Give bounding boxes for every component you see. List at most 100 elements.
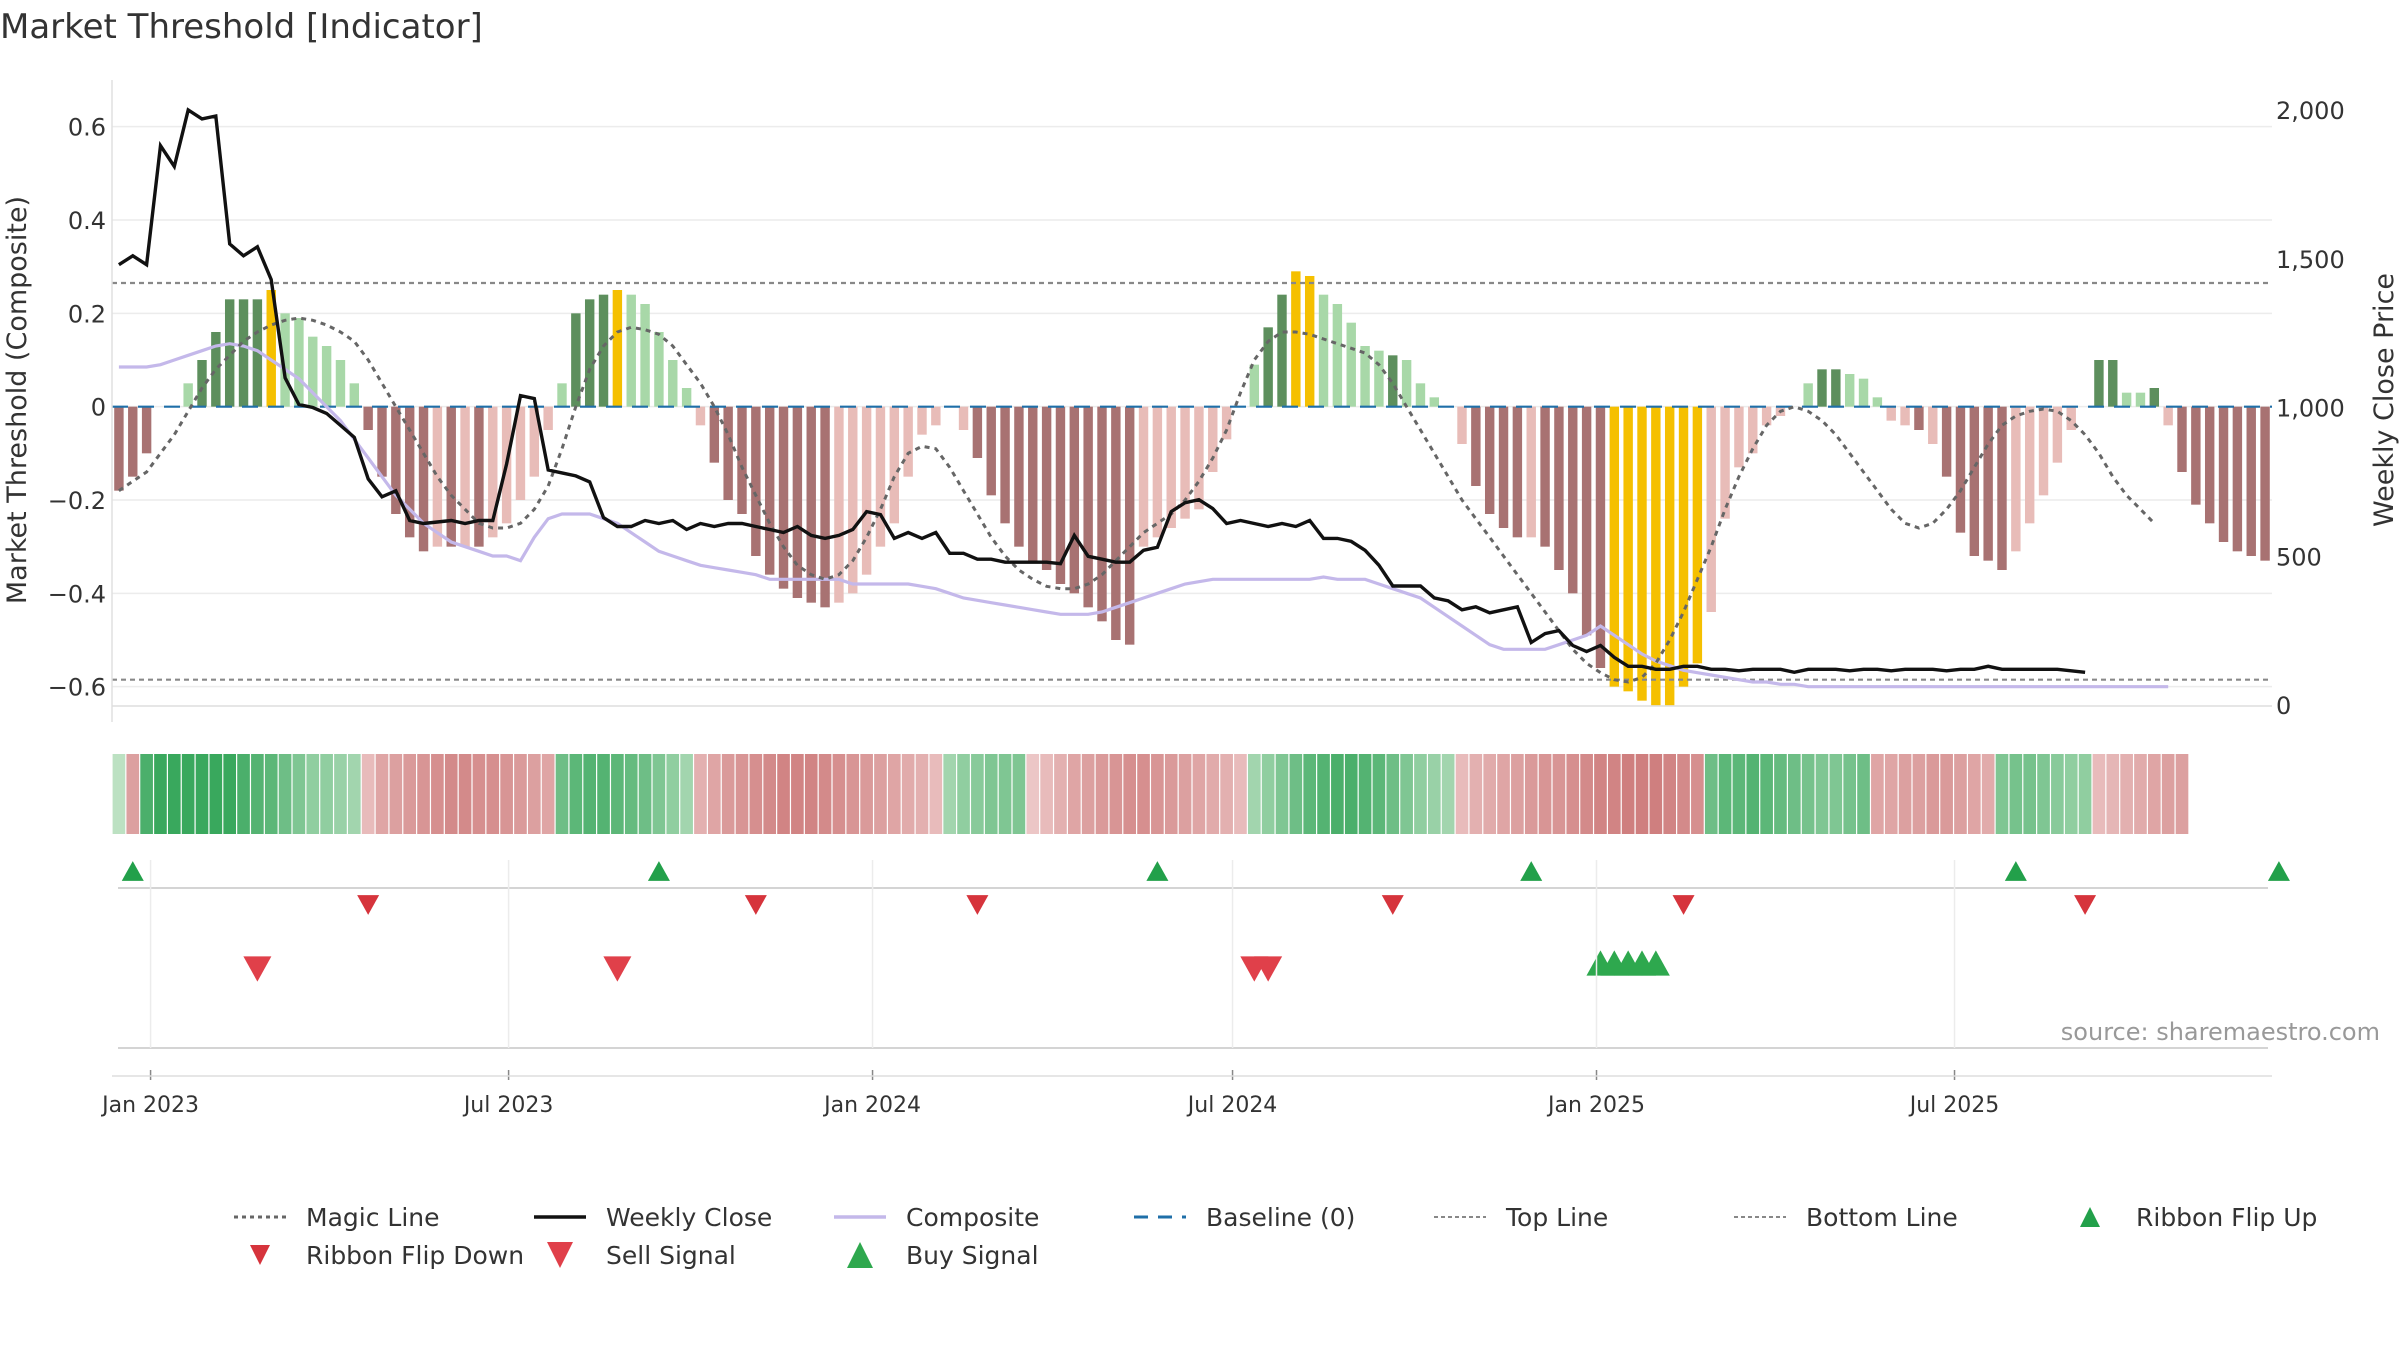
ribbon-cell [1483, 754, 1497, 834]
composite-bar [404, 406, 415, 538]
legend-swatch [1134, 1215, 1186, 1219]
composite-bar [543, 406, 553, 430]
ribbon-cell [2092, 754, 2106, 834]
ribbon-cell [555, 754, 569, 834]
ribbon-cell [1400, 754, 1413, 834]
composite-bar [1900, 406, 1910, 426]
composite-bar [1969, 406, 1980, 556]
ribbon-cell [361, 754, 375, 834]
ribbon-cell [1552, 754, 1566, 834]
ribbon-cell [1871, 754, 1884, 834]
composite-bars [114, 271, 2270, 706]
ribbon-cell [444, 754, 458, 834]
ribbon-cell [1441, 754, 1455, 834]
legend-swatch [534, 1215, 586, 1219]
legend-label: Buy Signal [906, 1240, 1039, 1270]
y-tick-label-right: 0 [2276, 692, 2291, 720]
composite-bar [1471, 406, 1481, 486]
ribbon-cell [597, 754, 610, 834]
composite-bar [2177, 406, 2187, 472]
y-tick-label-left: −0.2 [48, 487, 106, 515]
composite-bar [1000, 406, 1010, 524]
composite-bar [1152, 406, 1163, 538]
composite-bar [557, 383, 567, 407]
ribbon-cell [2134, 754, 2147, 834]
signal-markers [118, 861, 2290, 1049]
composite-bar [972, 406, 983, 458]
ribbon-cell [1981, 754, 1995, 834]
y-tick-label-right: 1,000 [2276, 395, 2345, 423]
composite-bar [1374, 350, 1384, 407]
ribbon-flip-down-marker [744, 895, 767, 915]
composite-bar [584, 299, 595, 407]
composite-bar [391, 406, 401, 514]
composite-bar [280, 313, 290, 407]
ribbon-cell [347, 754, 361, 834]
chart-title: Market Threshold [Indicator] [0, 7, 483, 47]
ribbon-cell [694, 754, 707, 834]
composite-bar [1526, 406, 1536, 538]
composite-bar [349, 383, 360, 407]
composite-bar [1858, 378, 1869, 407]
ribbon-cell [2120, 754, 2133, 834]
ribbon-cell [1414, 754, 1427, 834]
composite-bar [1194, 406, 1204, 510]
composite-bar [1014, 406, 1024, 547]
composite-bar [321, 346, 332, 407]
composite-bar [2024, 406, 2035, 524]
composite-bar [1249, 364, 1260, 407]
ribbon-cell [2147, 754, 2161, 834]
ribbon-cell [527, 754, 541, 834]
composite-bar [183, 383, 193, 407]
legend-label: Ribbon Flip Up [2136, 1202, 2318, 1232]
ribbon-cell [500, 754, 513, 834]
composite-bar [1208, 406, 1218, 472]
ribbon-cell [1192, 754, 1206, 834]
ribbon-cell [1718, 754, 1732, 834]
ribbon-cell [1898, 754, 1912, 834]
ribbon-flip-up-marker [2004, 861, 2027, 881]
ribbon-cell [1621, 754, 1635, 834]
ribbon-cell [1635, 754, 1649, 834]
legend-item-bottom: Bottom Line [1730, 1200, 1958, 1234]
ribbon-cell [1123, 754, 1137, 834]
composite-bar [1872, 397, 1883, 407]
composite-line [118, 342, 2169, 689]
composite-bar [2149, 388, 2160, 407]
composite-bar [377, 406, 387, 477]
ribbon-cell [1109, 754, 1123, 834]
ribbon-flip-up-marker [1146, 861, 1169, 881]
composite-bar [1304, 276, 1315, 407]
composite-bar [931, 406, 941, 426]
ribbon-cell [472, 754, 486, 834]
legend-swatch [234, 1215, 286, 1219]
composite-bar [889, 406, 900, 524]
composite-bar [1623, 406, 1633, 692]
composite-bar [598, 294, 609, 407]
composite-bar [2011, 406, 2021, 552]
ribbon-cell [1497, 754, 1510, 834]
legend-label: Composite [906, 1202, 1040, 1232]
composite-bar [474, 406, 484, 547]
ribbon-cell [583, 754, 597, 834]
composite-bar [266, 290, 276, 407]
composite-bar [654, 332, 664, 407]
composite-bar [2204, 406, 2215, 524]
ribbon-cell [804, 754, 818, 834]
ribbon-cell [1247, 754, 1261, 834]
composite-bar [224, 299, 235, 407]
ribbon-cell [278, 754, 292, 834]
ribbon-cell [1081, 754, 1095, 834]
composite-bar [709, 406, 720, 463]
composite-bar [432, 406, 443, 547]
ribbon-cell [1967, 754, 1981, 834]
composite-bar [1111, 406, 1121, 640]
composite-bar [681, 388, 692, 407]
ribbon-strip [112, 754, 2189, 834]
legend-swatch [834, 1215, 886, 1219]
weekly-close-line [117, 107, 2086, 675]
composite-bar [1083, 406, 1093, 608]
ribbon-cell [167, 754, 181, 834]
ribbon-cell [943, 754, 957, 834]
composite-bar [1817, 369, 1827, 407]
